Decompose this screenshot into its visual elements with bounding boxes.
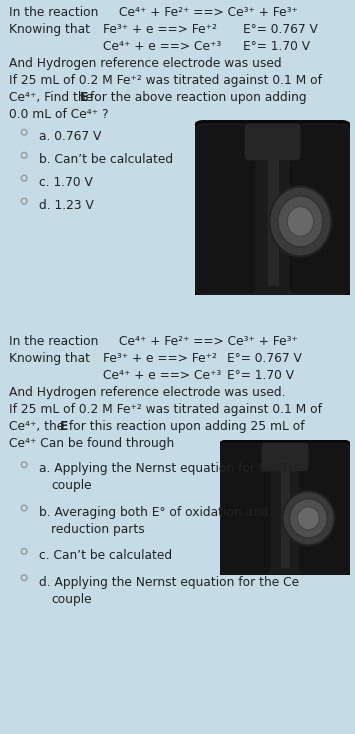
Text: And Hydrogen reference electrode was used: And Hydrogen reference electrode was use… — [9, 57, 282, 70]
Text: E°= 1.70 V: E°= 1.70 V — [227, 369, 294, 382]
FancyBboxPatch shape — [245, 123, 300, 160]
Text: In the reaction: In the reaction — [9, 335, 99, 348]
Text: a. 0.767 V: a. 0.767 V — [39, 130, 102, 143]
Text: reduction parts: reduction parts — [51, 523, 145, 536]
Text: 0.0 mL of Ce⁴⁺ ?: 0.0 mL of Ce⁴⁺ ? — [9, 108, 109, 121]
Text: Knowing that: Knowing that — [9, 23, 90, 36]
Text: for this reaction upon adding 25 mL of: for this reaction upon adding 25 mL of — [65, 420, 305, 433]
Text: E°= 1.70 V: E°= 1.70 V — [243, 40, 310, 53]
Circle shape — [297, 506, 320, 530]
Text: c. 1.70 V: c. 1.70 V — [39, 176, 93, 189]
Text: Ce⁴⁺ Can be found through: Ce⁴⁺ Can be found through — [9, 437, 174, 450]
Text: Ce⁴⁺ + e ==> Ce⁺³: Ce⁴⁺ + e ==> Ce⁺³ — [103, 40, 221, 53]
Text: couple: couple — [51, 479, 92, 493]
Bar — [281, 447, 290, 568]
FancyBboxPatch shape — [262, 443, 308, 471]
Text: Knowing that: Knowing that — [9, 352, 90, 365]
Circle shape — [278, 196, 323, 247]
Text: If 25 mL of 0.2 M Fe⁺² was titrated against 0.1 M of: If 25 mL of 0.2 M Fe⁺² was titrated agai… — [9, 74, 322, 87]
Text: d. 1.23 V: d. 1.23 V — [39, 199, 94, 212]
FancyBboxPatch shape — [193, 122, 351, 297]
Text: b. Averaging both E° of oxidation and: b. Averaging both E° of oxidation and — [39, 506, 268, 519]
Text: couple: couple — [51, 592, 92, 606]
Text: Fe³⁺ + e ==> Fe⁺²: Fe³⁺ + e ==> Fe⁺² — [103, 352, 217, 365]
Text: c. Can’t be calculated: c. Can’t be calculated — [39, 549, 172, 562]
Text: E: E — [60, 420, 68, 433]
Circle shape — [287, 207, 313, 236]
Text: Ce⁴⁺, Find the: Ce⁴⁺, Find the — [9, 91, 97, 104]
Text: for the above reaction upon adding: for the above reaction upon adding — [86, 91, 306, 104]
Text: Ce⁴⁺ + Fe²⁺ ==> Ce³⁺ + Fe³⁺: Ce⁴⁺ + Fe²⁺ ==> Ce³⁺ + Fe³⁺ — [119, 6, 298, 19]
Text: a. Applying the Nernst equation for the Fe: a. Applying the Nernst equation for the … — [39, 462, 297, 476]
Text: Fe³⁺ + e ==> Fe⁺²: Fe³⁺ + e ==> Fe⁺² — [103, 23, 217, 36]
FancyBboxPatch shape — [299, 444, 349, 574]
Text: In the reaction: In the reaction — [9, 6, 99, 19]
Text: E: E — [80, 91, 89, 104]
Text: And Hydrogen reference electrode was used.: And Hydrogen reference electrode was use… — [9, 386, 286, 399]
Text: E°= 0.767 V: E°= 0.767 V — [243, 23, 318, 36]
Circle shape — [269, 186, 332, 256]
Text: d. Applying the Nernst equation for the Ce: d. Applying the Nernst equation for the … — [39, 575, 299, 589]
Bar — [268, 128, 279, 286]
FancyBboxPatch shape — [290, 126, 349, 294]
Text: E°= 0.767 V: E°= 0.767 V — [227, 352, 302, 365]
Text: Ce⁴⁺ + e ==> Ce⁺³: Ce⁴⁺ + e ==> Ce⁺³ — [103, 369, 221, 382]
Text: Ce⁴⁺, the: Ce⁴⁺, the — [9, 420, 69, 433]
Text: b. Can’t be calculated: b. Can’t be calculated — [39, 153, 173, 166]
FancyBboxPatch shape — [219, 441, 351, 576]
FancyBboxPatch shape — [197, 126, 256, 294]
Text: Ce⁴⁺ + Fe²⁺ ==> Ce³⁺ + Fe³⁺: Ce⁴⁺ + Fe²⁺ ==> Ce³⁺ + Fe³⁺ — [119, 335, 298, 348]
Text: If 25 mL of 0.2 M Fe⁺² was titrated against 0.1 M of: If 25 mL of 0.2 M Fe⁺² was titrated agai… — [9, 403, 322, 416]
Circle shape — [290, 498, 327, 538]
FancyBboxPatch shape — [221, 444, 271, 574]
Circle shape — [282, 491, 334, 545]
